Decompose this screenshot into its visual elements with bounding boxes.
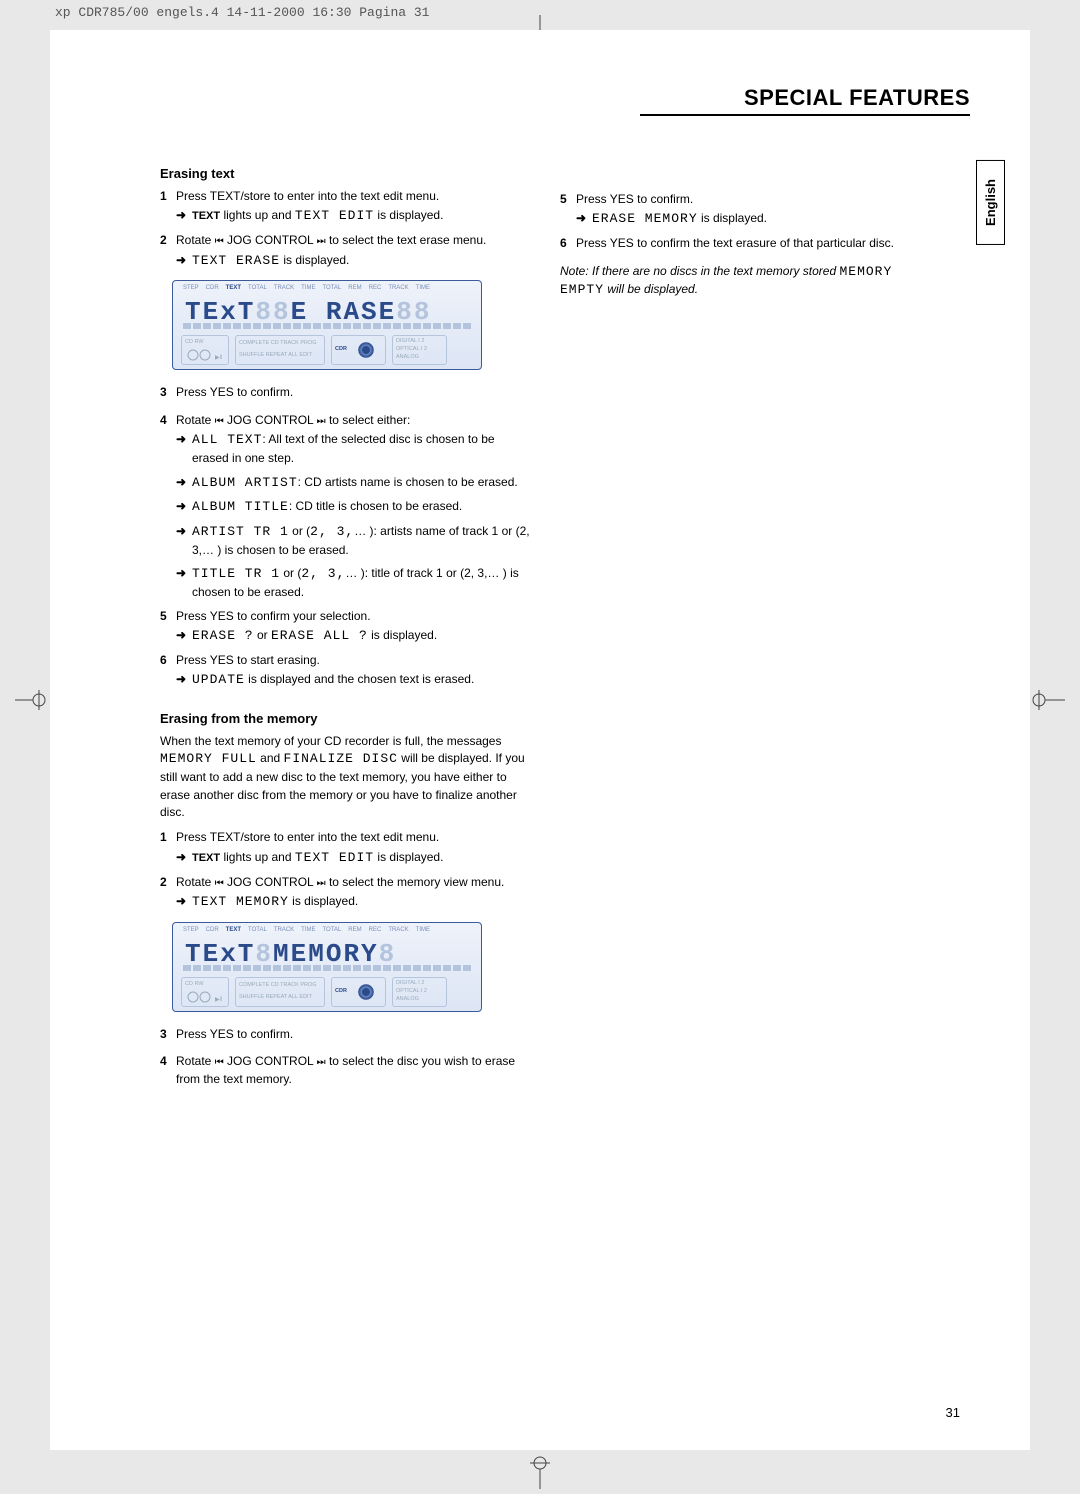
step-text: Press YES to confirm.	[576, 191, 930, 208]
result-text: TITLE TR 1 or (2, 3,… ): title of track …	[192, 565, 530, 601]
result-text: ALBUM TITLE: CD title is chosen to be er…	[192, 498, 530, 517]
step-text: Press TEXT/store to enter into the text …	[176, 188, 530, 205]
result-text: ERASE MEMORY is displayed.	[592, 210, 930, 229]
print-header: xp CDR785/00 engels.4 14-11-2000 16:30 P…	[55, 5, 429, 20]
lcd-top-labels: STEPCDRTEXTTOTALTRACKTIMETOTALREMRECTRAC…	[183, 284, 471, 293]
lcd-display-erase: STEPCDRTEXTTOTALTRACKTIMETOTALREMRECTRAC…	[172, 280, 482, 370]
crop-mark-bottom	[520, 1449, 560, 1489]
heading-erasing-text: Erasing text	[160, 165, 530, 184]
right-column: 5Press YES to confirm. ➜ERASE MEMORY is …	[560, 155, 930, 300]
step-text: Press YES to start erasing.	[176, 652, 530, 669]
result-text: TEXT ERASE is displayed.	[192, 252, 530, 271]
lcd-top-labels: STEPCDRTEXTTOTALTRACKTIMETOTALREMRECTRAC…	[183, 926, 471, 935]
result-text: ALL TEXT: All text of the selected disc …	[192, 431, 530, 467]
crop-mark-left	[15, 680, 55, 720]
language-tab: English	[976, 160, 1005, 245]
heading-erasing-memory: Erasing from the memory	[160, 710, 530, 729]
lcd-bottom-row: CD RW▶‖ COMPLETE CD TRACK PROGSHUFFLE RE…	[181, 977, 473, 1007]
crop-mark-right	[1025, 680, 1065, 720]
lcd-bottom-row: CD RW▶‖ COMPLETE CD TRACK PROGSHUFFLE RE…	[181, 335, 473, 365]
section-title: SPECIAL FEATURES	[640, 85, 970, 116]
result-text: TEXT lights up and TEXT EDIT is displaye…	[192, 849, 530, 868]
paragraph: When the text memory of your CD recorder…	[160, 733, 530, 821]
result-text: ARTIST TR 1 or (2, 3,… ): artists name o…	[192, 523, 530, 559]
page: SPECIAL FEATURES English Erasing text 1P…	[50, 30, 1030, 1450]
result-text: TEXT lights up and TEXT EDIT is displaye…	[192, 207, 530, 226]
step-text: Press YES to confirm.	[176, 1026, 530, 1043]
lcd-display-memory: STEPCDRTEXTTOTALTRACKTIMETOTALREMRECTRAC…	[172, 922, 482, 1012]
svg-text:▶‖: ▶‖	[215, 355, 222, 361]
lcd-trackbar	[183, 965, 471, 971]
result-text: TEXT MEMORY is displayed.	[192, 893, 530, 912]
step-text: Press YES to confirm the text erasure of…	[576, 235, 930, 252]
result-text: UPDATE is displayed and the chosen text …	[192, 671, 530, 690]
step-text: Press TEXT/store to enter into the text …	[176, 829, 530, 846]
lcd-trackbar	[183, 323, 471, 329]
result-text: ERASE ? or ERASE ALL ? is displayed.	[192, 627, 530, 646]
result-text: ALBUM ARTIST: CD artists name is chosen …	[192, 474, 530, 493]
step-text: Rotate ⏮ JOG CONTROL ⏭ to select the tex…	[176, 232, 530, 250]
left-column: Erasing text 1Press TEXT/store to enter …	[160, 155, 530, 1090]
step-text: Press YES to confirm your selection.	[176, 608, 530, 625]
step-text: Rotate ⏮ JOG CONTROL ⏭ to select the dis…	[176, 1053, 530, 1088]
step-text: Rotate ⏮ JOG CONTROL ⏭ to select the mem…	[176, 874, 530, 892]
note-text: Note: If there are no discs in the text …	[560, 263, 930, 301]
page-number: 31	[946, 1405, 960, 1420]
step-text: Press YES to confirm.	[176, 384, 530, 401]
step-text: Rotate ⏮ JOG CONTROL ⏭ to select either:	[176, 412, 530, 430]
svg-text:▶‖: ▶‖	[215, 997, 222, 1003]
